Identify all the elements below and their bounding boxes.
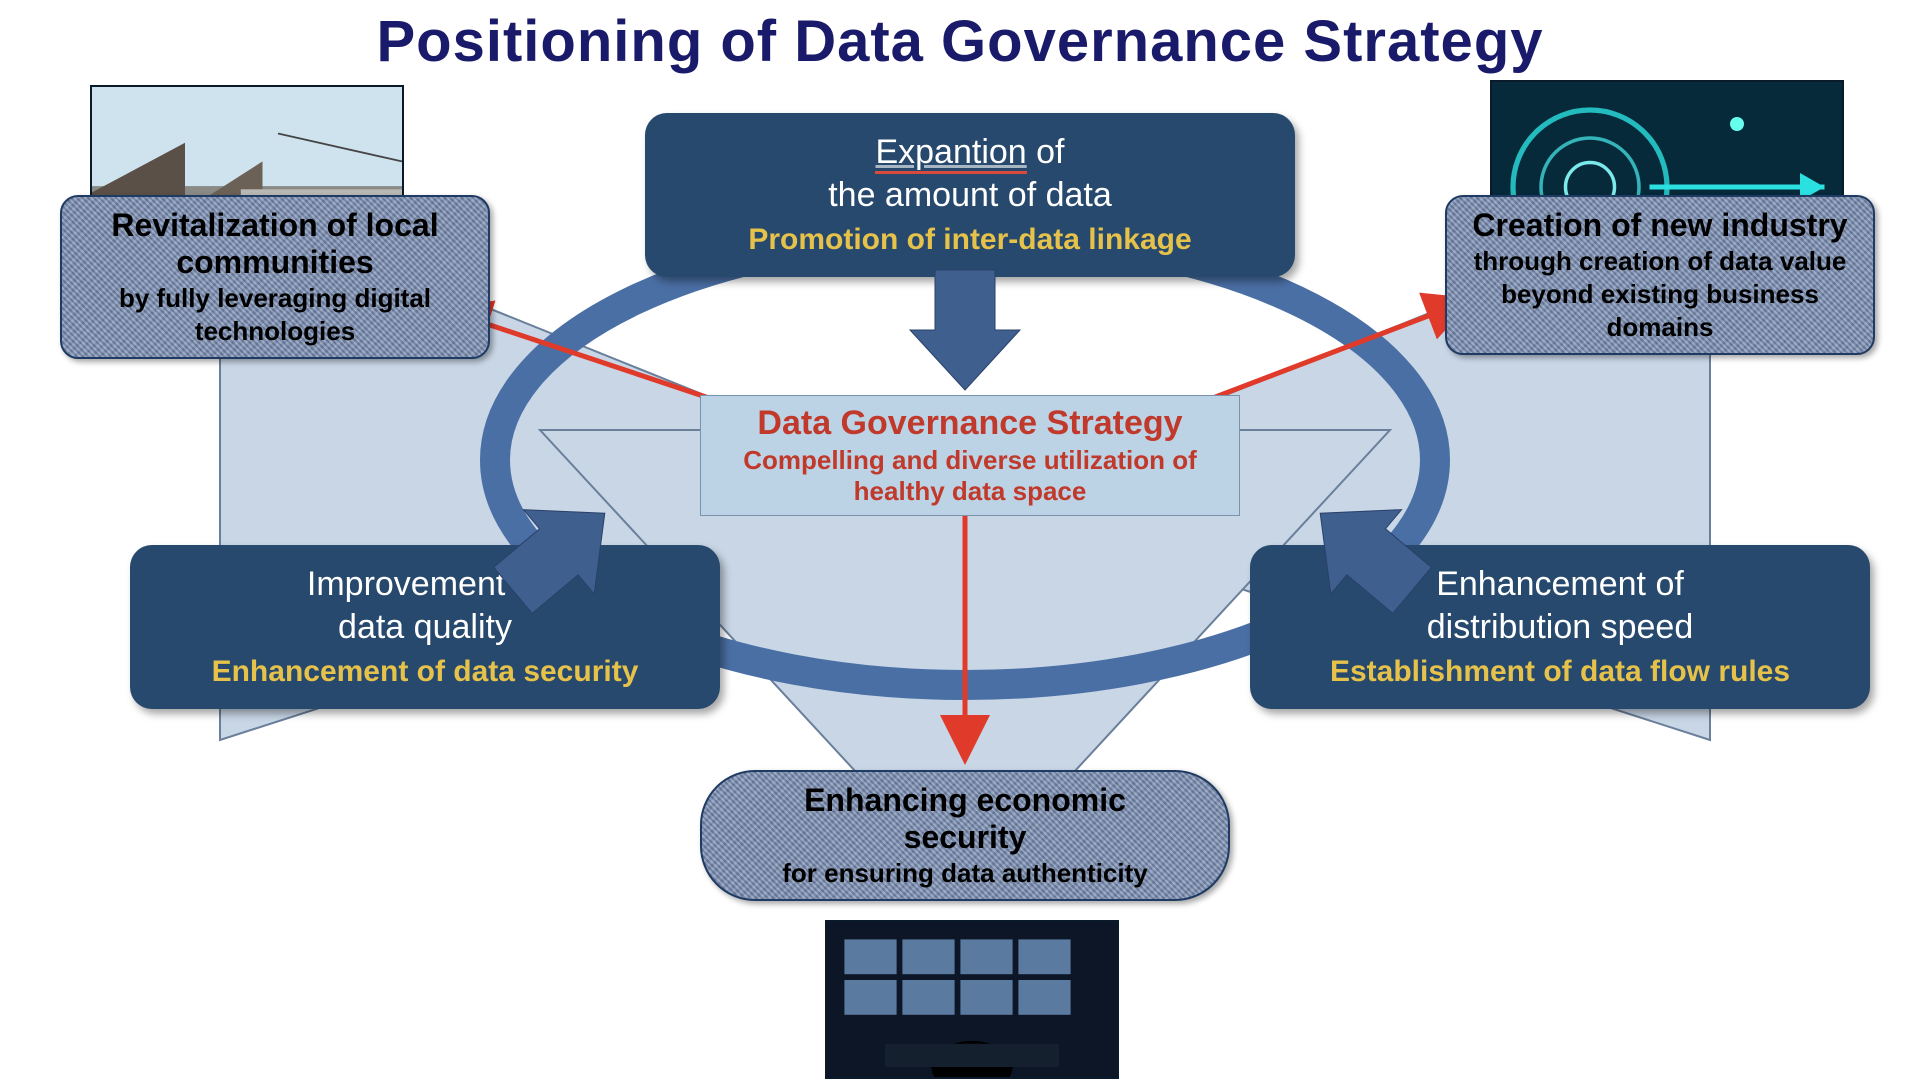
text-line: distribution speed	[1276, 606, 1844, 649]
sub-line: domains	[1465, 312, 1855, 343]
heading-line: Revitalization of local	[80, 207, 470, 244]
heading-line: Enhancing economic	[720, 782, 1210, 819]
sub-line: through creation of data value	[1465, 246, 1855, 277]
pillar-top-expansion: Expantion of the amount of data Promotio…	[645, 113, 1295, 277]
heading-line: Creation of new industry	[1465, 207, 1855, 244]
centre-title: Data Governance Strategy	[719, 404, 1221, 443]
sub-line: by fully leveraging digital	[80, 283, 470, 314]
sub-line: for ensuring data authenticity	[720, 858, 1210, 889]
outcome-top-left: Revitalization of local communities by f…	[60, 195, 490, 359]
heading-line: security	[720, 819, 1210, 856]
text-line: data quality	[156, 606, 694, 649]
text-line: Improvement of	[156, 563, 694, 606]
pillar-right-distribution: Enhancement of distribution speed Establ…	[1250, 545, 1870, 709]
centre-sub: Compelling and diverse utilization of he…	[719, 445, 1221, 507]
sub-line: beyond existing business	[1465, 279, 1855, 310]
accent-line: Establishment of data flow rules	[1276, 652, 1844, 691]
outcome-top-right: Creation of new industry through creatio…	[1445, 195, 1875, 355]
pillar-left-quality: Improvement of data quality Enhancement …	[130, 545, 720, 709]
underlined-word: Expantion	[875, 133, 1026, 174]
text-line: Expantion of	[671, 131, 1269, 174]
outcome-bottom: Enhancing economic security for ensuring…	[700, 770, 1230, 901]
heading-line: communities	[80, 244, 470, 281]
page-title: Positioning of Data Governance Strategy	[0, 8, 1920, 75]
text-line: Enhancement of	[1276, 563, 1844, 606]
control-room-photo	[825, 920, 1119, 1079]
accent-line: Promotion of inter-data linkage	[671, 220, 1269, 259]
centre-strategy-box: Data Governance Strategy Compelling and …	[700, 395, 1240, 516]
sub-line: technologies	[80, 316, 470, 347]
diagram-stage: Positioning of Data Governance Strategy	[0, 0, 1920, 1082]
block-arrow-down-icon	[910, 270, 1020, 390]
text-line: the amount of data	[671, 174, 1269, 217]
accent-line: Enhancement of data security	[156, 652, 694, 691]
